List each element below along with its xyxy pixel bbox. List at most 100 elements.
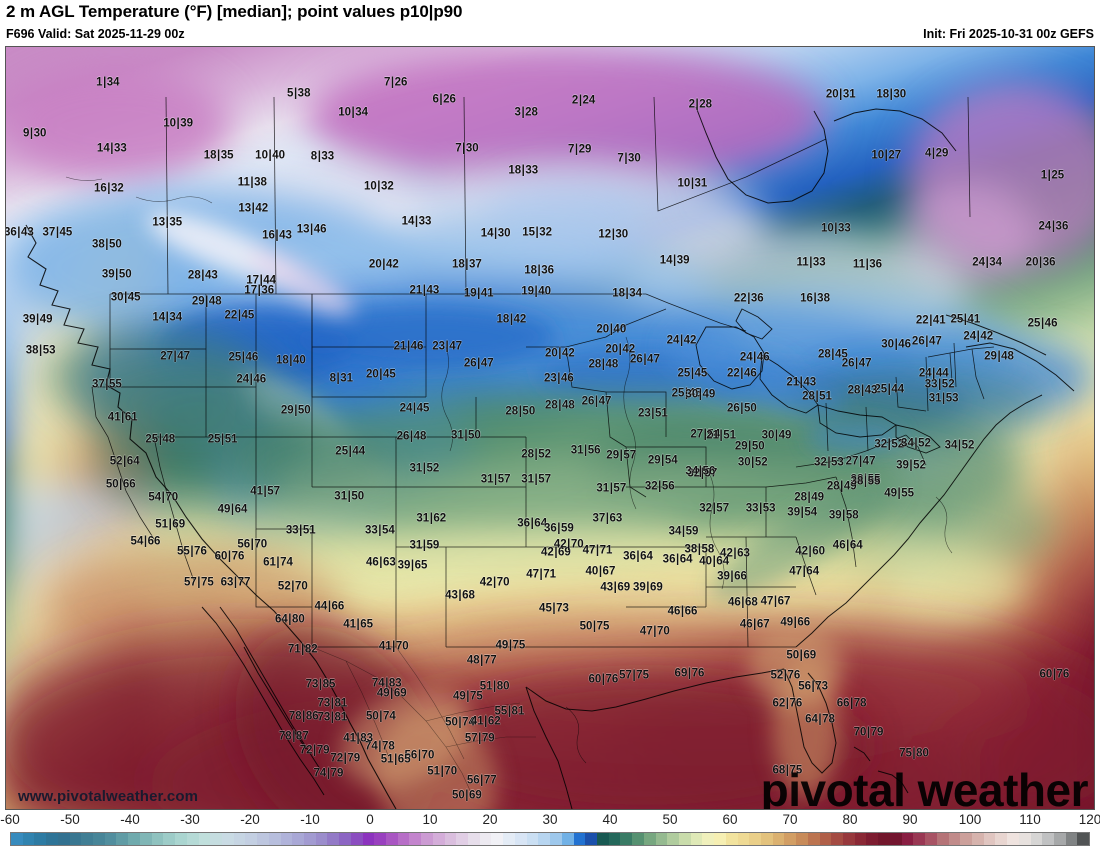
colorbar-cell xyxy=(468,833,480,845)
point-value-label: 39|54 xyxy=(787,506,818,519)
colorbar-tick: -60 xyxy=(0,812,20,827)
colorbar-cell xyxy=(46,833,58,845)
colorbar-cell xyxy=(362,833,375,845)
rivers xyxy=(65,176,953,764)
point-value-label: 3|28 xyxy=(514,106,538,119)
point-value-label: 19|41 xyxy=(463,287,494,300)
point-value-label: 18|33 xyxy=(508,163,539,176)
point-value-label: 73|81 xyxy=(317,711,348,724)
colorbar-cell xyxy=(128,833,140,845)
colorbar-cell xyxy=(737,833,750,845)
point-value-label: 31|59 xyxy=(409,538,440,551)
great-lakes xyxy=(695,308,941,454)
point-value-label: 66|78 xyxy=(836,697,867,710)
point-value-label: 30|52 xyxy=(737,456,768,469)
map-viewport[interactable]: 1|34 5|38 7|26 6|26 10|34 3|28 2|24 2|28 20|31 18… xyxy=(5,46,1095,810)
point-value-label: 78|86 xyxy=(288,710,319,723)
point-value-label: 1|25 xyxy=(1040,168,1065,181)
point-value-label: 38|55 xyxy=(850,473,881,486)
point-value-label: 50|75 xyxy=(579,620,610,633)
point-value-label: 45|73 xyxy=(539,601,569,614)
point-value-label: 68|75 xyxy=(772,764,803,777)
point-value-label: 33|52 xyxy=(924,378,955,391)
point-value-label: 49|75 xyxy=(495,639,526,652)
point-value-label: 32|56 xyxy=(644,480,675,493)
point-value-label: 54|66 xyxy=(130,534,161,547)
point-value-label: 8|31 xyxy=(329,372,354,385)
colorbar-tick: 120 xyxy=(1078,812,1100,827)
colorbar-cell xyxy=(925,833,937,845)
point-value-label: 31|57 xyxy=(596,482,627,495)
colorbar-cell xyxy=(386,833,398,845)
colorbar-cell xyxy=(444,833,457,845)
point-value-label: 51|69 xyxy=(155,517,186,530)
colorbar-cell xyxy=(784,833,797,845)
point-value-label: 18|42 xyxy=(496,313,527,326)
colorbar-cell xyxy=(1007,833,1019,845)
point-value-label: 22|41 xyxy=(915,314,946,327)
point-value-label: 47|67 xyxy=(760,594,791,607)
point-value-label: 21|43 xyxy=(786,376,817,389)
colorbar-tick: 100 xyxy=(958,812,982,827)
point-value-label: 20|31 xyxy=(825,88,856,101)
colorbar-gradient[interactable] xyxy=(10,832,1090,846)
colorbar-cell xyxy=(948,833,961,845)
point-value-label: 13|42 xyxy=(238,201,269,214)
point-value-label: 52|64 xyxy=(109,455,140,468)
point-value-label: 41|57 xyxy=(250,485,281,498)
colorbar-tick: 110 xyxy=(1019,812,1041,827)
colorbar-tick: 30 xyxy=(542,812,558,827)
point-value-label: 64|78 xyxy=(805,713,835,726)
point-value-label: 41|65 xyxy=(343,618,374,631)
colorbar-cell xyxy=(749,833,761,845)
point-value-label: 28|48 xyxy=(544,399,575,412)
point-value-label: 29|57 xyxy=(606,449,637,462)
point-value-label: 37|63 xyxy=(592,512,623,524)
point-value-label: 49|69 xyxy=(376,687,407,700)
colorbar-cell xyxy=(819,833,832,845)
point-value-label: 9|30 xyxy=(22,127,47,140)
point-value-label: 42|60 xyxy=(795,544,826,557)
colorbar-cell xyxy=(479,833,492,845)
point-value-label: 10|27 xyxy=(871,148,902,161)
point-value-label: 8|33 xyxy=(310,149,335,162)
point-value-label: 39|66 xyxy=(717,569,747,582)
colorbar-cell xyxy=(292,833,304,845)
point-value-label: 20|42 xyxy=(544,347,575,360)
point-value-label: 16|38 xyxy=(800,292,830,305)
page-title: 2 m AGL Temperature (°F) [median]; point… xyxy=(6,2,462,22)
point-value-label: 50|69 xyxy=(786,649,817,662)
coastlines xyxy=(25,106,1075,809)
point-value-label: 13|46 xyxy=(296,222,327,235)
point-value-label: 43|69 xyxy=(600,580,631,593)
point-value-label: 11|33 xyxy=(796,256,826,269)
point-value-label: 33|53 xyxy=(745,502,776,515)
point-value-label: 36|64 xyxy=(623,549,653,562)
point-value-label: 5|38 xyxy=(287,87,311,100)
point-value-label: 18|34 xyxy=(612,287,643,300)
point-value-label: 41|70 xyxy=(378,640,409,653)
colorbar-tick: 0 xyxy=(366,812,374,827)
point-value-label: 26|47 xyxy=(581,395,612,408)
colorbar-cell xyxy=(350,833,363,845)
point-value-label: 74|78 xyxy=(364,740,395,753)
point-value-label: 26|47 xyxy=(841,357,872,370)
political-borders xyxy=(91,96,995,800)
point-value-label: 26|47 xyxy=(911,335,942,348)
map-canvas[interactable] xyxy=(6,47,1094,809)
point-value-label: 32|53 xyxy=(814,456,844,469)
colorbar-tick: -50 xyxy=(60,812,80,827)
point-value-label: 20|45 xyxy=(365,368,396,381)
point-value-label: 39|65 xyxy=(397,558,428,571)
colorbar-cell xyxy=(960,833,972,845)
point-value-label: 47|71 xyxy=(526,567,556,580)
colorbar-cell xyxy=(1042,833,1054,845)
point-value-label: 38|50 xyxy=(91,238,122,251)
colorbar-tick: 70 xyxy=(782,812,798,827)
point-value-label: 23|51 xyxy=(637,407,668,420)
point-value-label: 46|64 xyxy=(832,538,863,551)
point-value-label: 73|81 xyxy=(317,697,348,710)
colorbar-cell xyxy=(280,833,293,845)
colorbar-cell xyxy=(585,833,597,845)
colorbar-cell xyxy=(526,833,539,845)
